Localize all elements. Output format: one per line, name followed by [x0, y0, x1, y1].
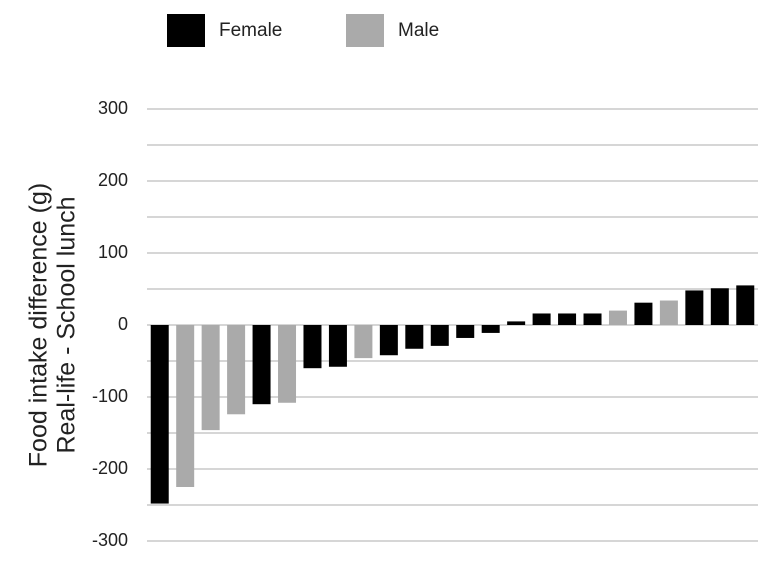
bar — [608, 310, 627, 325]
legend-swatch — [346, 14, 384, 47]
bar — [303, 325, 322, 369]
y-axis-label: Real-life - School lunch — [53, 196, 81, 453]
bar — [507, 321, 526, 325]
y-tick-label: -300 — [92, 530, 128, 550]
y-tick-label: 300 — [98, 98, 128, 118]
bar — [150, 325, 169, 504]
bar — [354, 325, 373, 359]
bar — [405, 325, 424, 349]
y-tick-label: 100 — [98, 242, 128, 262]
legend-label: Male — [398, 20, 439, 41]
bar — [634, 302, 653, 325]
bar — [659, 300, 678, 325]
legend-label: Female — [219, 20, 282, 41]
bar — [176, 325, 195, 487]
bar — [481, 325, 500, 333]
bar — [456, 325, 475, 338]
bar — [558, 313, 577, 325]
bar — [227, 325, 246, 415]
bar — [583, 313, 602, 325]
y-axis-label: Food intake difference (g) — [25, 183, 53, 467]
y-tick-label: -100 — [92, 386, 128, 406]
bar — [532, 313, 551, 325]
y-tick-label: -200 — [92, 458, 128, 478]
bar — [201, 325, 220, 431]
bar — [736, 285, 755, 325]
bar — [252, 325, 271, 405]
bar — [328, 325, 347, 367]
y-tick-label: 200 — [98, 170, 128, 190]
y-tick-label: 0 — [118, 314, 128, 334]
bar — [685, 290, 704, 325]
bar — [710, 288, 729, 325]
bar — [379, 325, 398, 356]
bar — [430, 325, 449, 346]
bar — [278, 325, 297, 403]
legend-swatch — [167, 14, 205, 47]
